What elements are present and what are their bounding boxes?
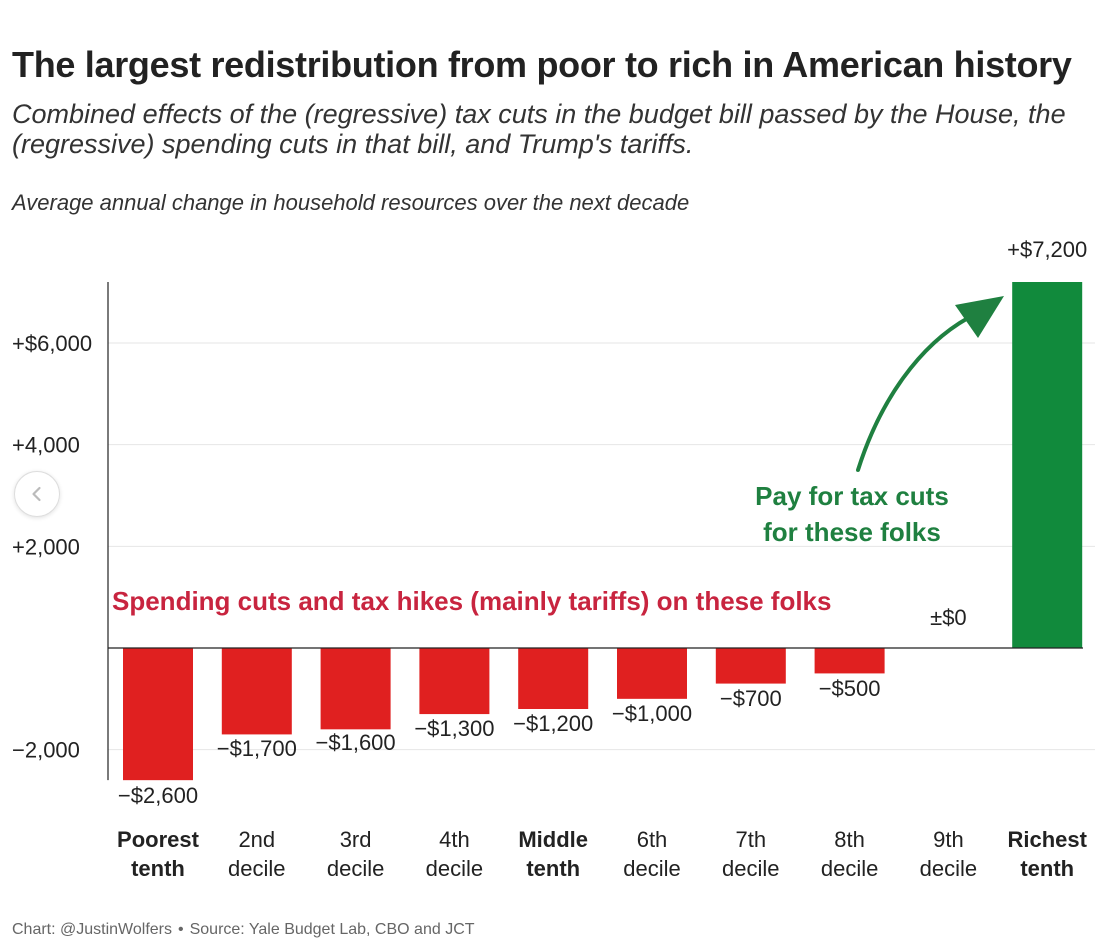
x-tick-label-8-line2: decile xyxy=(920,856,977,881)
data-label-7: −$500 xyxy=(819,676,881,701)
data-label-6: −$700 xyxy=(720,686,782,711)
bar-2 xyxy=(320,648,391,730)
axes xyxy=(107,282,1083,781)
labels: +$6,000 +4,000 +2,000 −2,000 −$2,600 Poorest t… xyxy=(12,237,1088,881)
data-label-3: −$1,300 xyxy=(414,716,494,741)
y-axis-label: Average annual change in household resou… xyxy=(12,190,690,215)
x-tick-label-6-line1: 7th xyxy=(736,827,767,852)
data-label-4: −$1,200 xyxy=(513,711,593,736)
bar-0 xyxy=(123,648,193,781)
bar-9 xyxy=(1012,282,1083,648)
bars xyxy=(123,282,1083,781)
gridlines xyxy=(108,342,1095,751)
bar-6 xyxy=(715,648,786,684)
bar-3 xyxy=(419,648,490,715)
data-label-5: −$1,000 xyxy=(612,701,692,726)
data-label-0: −$2,600 xyxy=(118,783,198,808)
data-label-1: −$1,700 xyxy=(217,736,297,761)
y-tick-label-2: +2,000 xyxy=(12,534,80,559)
annotation-spending-cuts: Spending cuts and tax hikes (mainly tari… xyxy=(112,586,831,616)
footer: Chart: @JustinWolfers • Source: Yale Budge… xyxy=(12,921,475,939)
annotation-tax-cuts-line2: for these folks xyxy=(763,517,941,547)
x-tick-label-1-line1: 2nd xyxy=(238,827,275,852)
chart-title: The largest redistribution from poor to … xyxy=(12,44,1072,85)
x-tick-label-3-line1: 4th xyxy=(439,827,470,852)
bar-chart: +$6,000 +4,000 +2,000 −2,000 −$2,600 Poorest t… xyxy=(12,237,1095,881)
bar-5 xyxy=(617,648,687,699)
data-label-2: −$1,600 xyxy=(316,730,396,755)
x-tick-label-9-line2: tenth xyxy=(1020,856,1074,881)
annotation-arrow-shaft xyxy=(856,316,970,472)
x-tick-label-9-line1: Richest xyxy=(1007,827,1087,852)
bar-4 xyxy=(518,648,589,709)
annotation-arrow-head xyxy=(955,296,1004,338)
bar-1 xyxy=(221,648,292,735)
x-tick-label-0-line1: Poorest xyxy=(117,827,200,852)
y-tick-label-1: +4,000 xyxy=(12,433,80,458)
y-tick-label-3: −2,000 xyxy=(12,738,80,763)
x-tick-label-5-line1: 6th xyxy=(637,827,668,852)
x-tick-label-0-line2: tenth xyxy=(131,856,185,881)
x-tick-label-1-line2: decile xyxy=(228,856,285,881)
x-tick-label-3-line2: decile xyxy=(426,856,483,881)
annotation-tax-cuts-line1: Pay for tax cuts xyxy=(755,481,949,511)
data-label-9: +$7,200 xyxy=(1007,237,1087,262)
x-tick-label-2-line2: decile xyxy=(327,856,384,881)
footer-separator: • xyxy=(178,921,184,938)
x-tick-label-4-line2: tenth xyxy=(526,856,580,881)
chart-credit: Chart: @JustinWolfers xyxy=(12,921,172,938)
chart-subtitle: Combined effects of the (regressive) tax… xyxy=(12,99,1066,159)
data-label-8: ±$0 xyxy=(930,605,967,630)
y-tick-label-0: +$6,000 xyxy=(12,331,92,356)
x-tick-label-6-line2: decile xyxy=(722,856,779,881)
x-tick-label-8-line1: 9th xyxy=(933,827,964,852)
x-tick-label-4-line1: Middle xyxy=(518,827,588,852)
chevron-left-icon xyxy=(32,486,41,502)
x-tick-label-7-line1: 8th xyxy=(834,827,865,852)
previous-slide-button[interactable] xyxy=(14,471,60,517)
chart-source: Source: Yale Budget Lab, CBO and JCT xyxy=(189,921,475,938)
x-tick-label-7-line2: decile xyxy=(821,856,878,881)
x-tick-label-2-line1: 3rd xyxy=(340,827,372,852)
x-tick-label-5-line2: decile xyxy=(623,856,680,881)
bar-7 xyxy=(814,648,885,674)
annotations: Spending cuts and tax hikes (mainly tari… xyxy=(112,296,1004,616)
